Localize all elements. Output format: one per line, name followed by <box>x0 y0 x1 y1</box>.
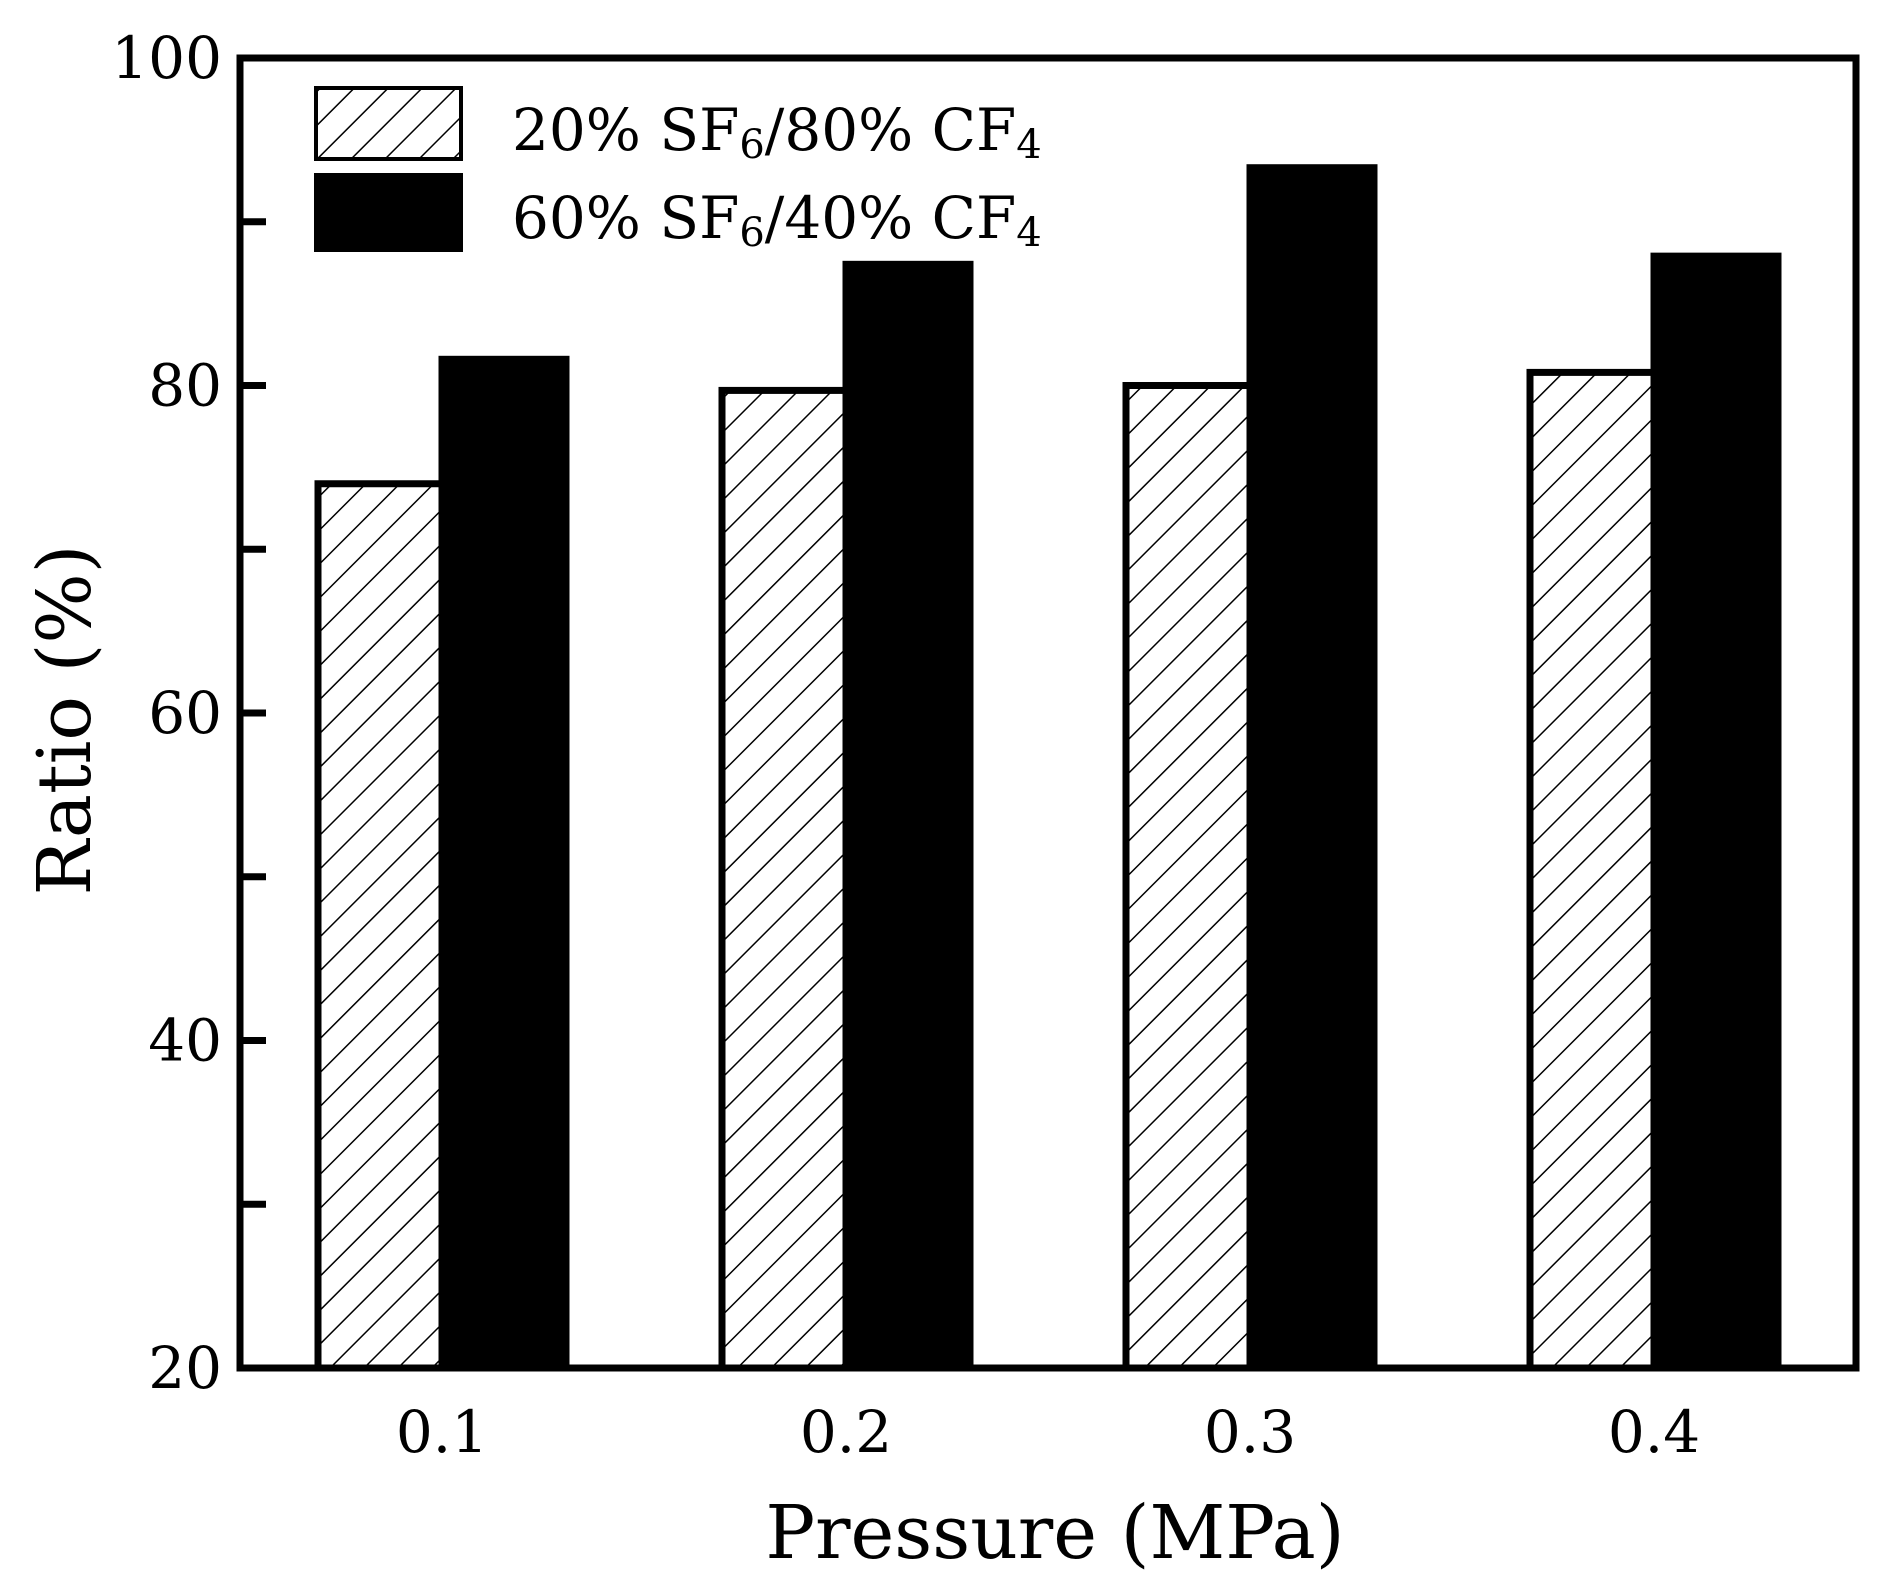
x-tick-label-0.1: 0.1 <box>396 1398 488 1466</box>
x-axis-title: Pressure (MPa) <box>765 1490 1344 1576</box>
legend-2-part-b: /40% CF <box>765 184 1017 252</box>
legend-swatch-solid <box>314 173 463 252</box>
legend-label-series-2: 60% SF6/40% CF4 <box>512 184 1042 256</box>
legend-1-part-a: 20% SF <box>512 96 739 164</box>
bar-series-1-0.1 <box>314 480 446 1372</box>
bars-layer <box>314 164 1782 1372</box>
x-tick-labels: 0.1 0.2 0.3 0.4 <box>396 1398 1700 1466</box>
y-axis-title: Ratio (%) <box>22 544 108 895</box>
legend: 20% SF6/80% CF4 60% SF6/40% CF4 <box>314 86 1042 256</box>
legend-2-sub-b: 4 <box>1016 210 1041 256</box>
y-tick-label-20: 20 <box>148 1334 222 1402</box>
bar-series-1-0.4 <box>1526 368 1658 1372</box>
x-tick-label-0.2: 0.2 <box>800 1398 892 1466</box>
bar-series-2-0.2 <box>842 260 974 1372</box>
legend-label-series-1: 20% SF6/80% CF4 <box>512 96 1042 168</box>
y-tick-label-60: 60 <box>148 679 222 747</box>
legend-swatch-hatched <box>314 86 463 161</box>
bar-series-2-0.4 <box>1650 252 1782 1372</box>
y-ticks: 20 40 60 80 100 <box>111 24 266 1402</box>
x-tick-label-0.4: 0.4 <box>1608 1398 1700 1466</box>
bar-series-1-0.3 <box>1122 382 1254 1372</box>
plot-frame <box>236 54 1860 1372</box>
bar-series-2-0.1 <box>438 355 570 1372</box>
y-tick-label-40: 40 <box>148 1007 222 1075</box>
legend-2-part-a: 60% SF <box>512 184 739 252</box>
bar-series-2-0.3 <box>1246 164 1378 1372</box>
y-tick-label-100: 100 <box>111 24 222 92</box>
bar-series-1-0.2 <box>718 386 850 1372</box>
y-tick-label-80: 80 <box>148 352 222 420</box>
legend-2-sub-a: 6 <box>739 210 764 256</box>
legend-1-sub-b: 4 <box>1016 122 1041 168</box>
x-tick-label-0.3: 0.3 <box>1204 1398 1296 1466</box>
legend-1-part-b: /80% CF <box>765 96 1017 164</box>
legend-1-sub-a: 6 <box>739 122 764 168</box>
